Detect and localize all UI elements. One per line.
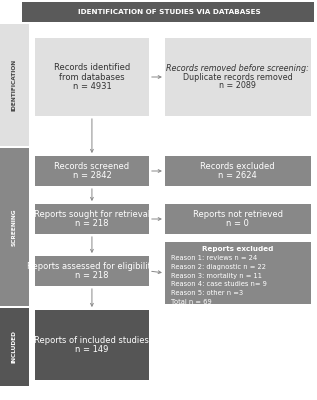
Text: Reports sought for retrieval: Reports sought for retrieval <box>34 210 150 219</box>
Text: Records identified: Records identified <box>54 63 130 72</box>
FancyBboxPatch shape <box>165 204 311 234</box>
Text: Reports excluded: Reports excluded <box>202 246 274 252</box>
Text: Reports not retrieved: Reports not retrieved <box>193 210 283 219</box>
Text: Records screened: Records screened <box>55 162 129 171</box>
Text: SCREENING: SCREENING <box>12 208 17 246</box>
Text: n = 4931: n = 4931 <box>73 82 111 91</box>
FancyBboxPatch shape <box>35 204 149 234</box>
FancyBboxPatch shape <box>35 310 149 380</box>
FancyBboxPatch shape <box>22 2 314 22</box>
Text: Reason 4: case studies n= 9: Reason 4: case studies n= 9 <box>171 282 267 288</box>
FancyBboxPatch shape <box>0 24 29 146</box>
Text: from databases: from databases <box>59 72 125 82</box>
Text: IDENTIFICATION OF STUDIES VIA DATABASES: IDENTIFICATION OF STUDIES VIA DATABASES <box>78 9 261 15</box>
FancyBboxPatch shape <box>35 156 149 186</box>
Text: n = 0: n = 0 <box>226 219 249 228</box>
Text: n = 2089: n = 2089 <box>219 82 256 90</box>
FancyBboxPatch shape <box>35 256 149 286</box>
Text: Reason 3: mortality n = 11: Reason 3: mortality n = 11 <box>171 272 262 278</box>
FancyBboxPatch shape <box>0 148 29 306</box>
Text: n = 2624: n = 2624 <box>218 171 257 180</box>
Text: Duplicate records removed: Duplicate records removed <box>183 72 293 82</box>
FancyBboxPatch shape <box>0 308 29 386</box>
FancyBboxPatch shape <box>165 38 311 116</box>
Text: n = 218: n = 218 <box>75 219 109 228</box>
Text: Reason 5: other n =3: Reason 5: other n =3 <box>171 290 243 296</box>
Text: n = 149: n = 149 <box>75 345 109 354</box>
FancyBboxPatch shape <box>35 38 149 116</box>
FancyBboxPatch shape <box>165 156 311 186</box>
Text: n = 218: n = 218 <box>75 271 109 280</box>
Text: Reason 1: reviews n = 24: Reason 1: reviews n = 24 <box>171 255 257 261</box>
Text: Reports assessed for eligibility: Reports assessed for eligibility <box>28 262 156 271</box>
Text: Records excluded: Records excluded <box>200 162 275 171</box>
Text: Reason 2: diagnostic n = 22: Reason 2: diagnostic n = 22 <box>171 264 266 270</box>
FancyBboxPatch shape <box>165 242 311 304</box>
Text: n = 2842: n = 2842 <box>73 171 111 180</box>
Text: Reports of included studies: Reports of included studies <box>35 336 149 345</box>
Text: Total n = 69: Total n = 69 <box>171 299 212 305</box>
Text: Records removed before screening:: Records removed before screening: <box>166 64 309 72</box>
Text: IDENTIFICATION: IDENTIFICATION <box>12 59 17 111</box>
Text: INCLUDED: INCLUDED <box>12 330 17 364</box>
